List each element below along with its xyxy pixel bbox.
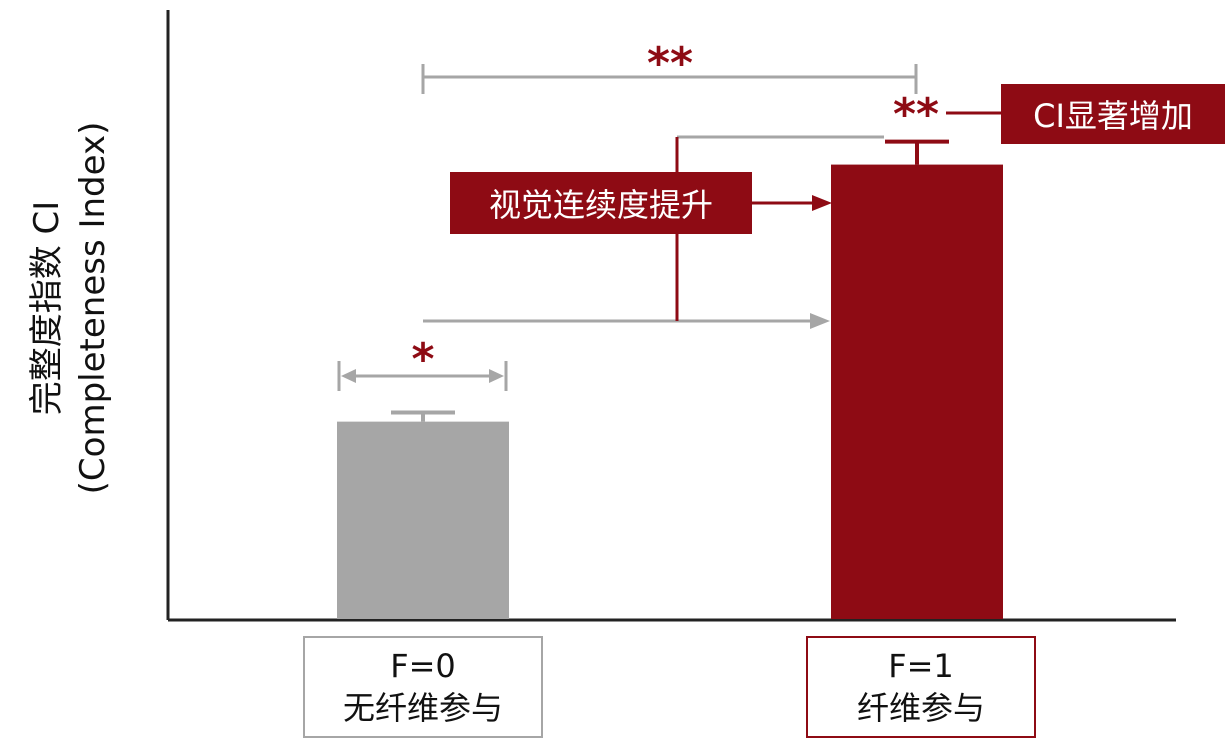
bar-f0 [337, 421, 509, 619]
between-group-significance: ** [647, 38, 693, 89]
category-code-f0: F=0 [390, 647, 456, 685]
y-axis-label-line1: 完整度指数 CI [27, 200, 67, 416]
level-comparison-arrow [423, 313, 830, 329]
y-axis-label-line2: (Completeness Index) [73, 121, 113, 495]
within-f0-bracket [337, 361, 508, 391]
ci-callout-text: CI显著增加 [1033, 97, 1193, 135]
within-f0-significance: * [411, 334, 434, 385]
continuity-arrow [752, 195, 832, 211]
category-code-f1: F=1 [888, 647, 954, 685]
f1-significance: ** [893, 89, 939, 140]
category-desc-f0: 无纤维参与 [342, 689, 503, 727]
bar-f1 [831, 164, 1003, 619]
error-bar-f1 [885, 139, 949, 165]
ci-callout: CI显著增加 [1001, 84, 1225, 144]
category-label-f0: F=0 无纤维参与 [303, 636, 543, 738]
between-group-bracket [421, 64, 918, 94]
category-desc-f1: 纤维参与 [856, 689, 985, 727]
continuity-callout: 视觉连续度提升 [450, 172, 752, 234]
error-bar-f0 [391, 410, 455, 422]
continuity-callout-text: 视觉连续度提升 [488, 186, 713, 224]
category-label-f1: F=1 纤维参与 [806, 636, 1036, 738]
